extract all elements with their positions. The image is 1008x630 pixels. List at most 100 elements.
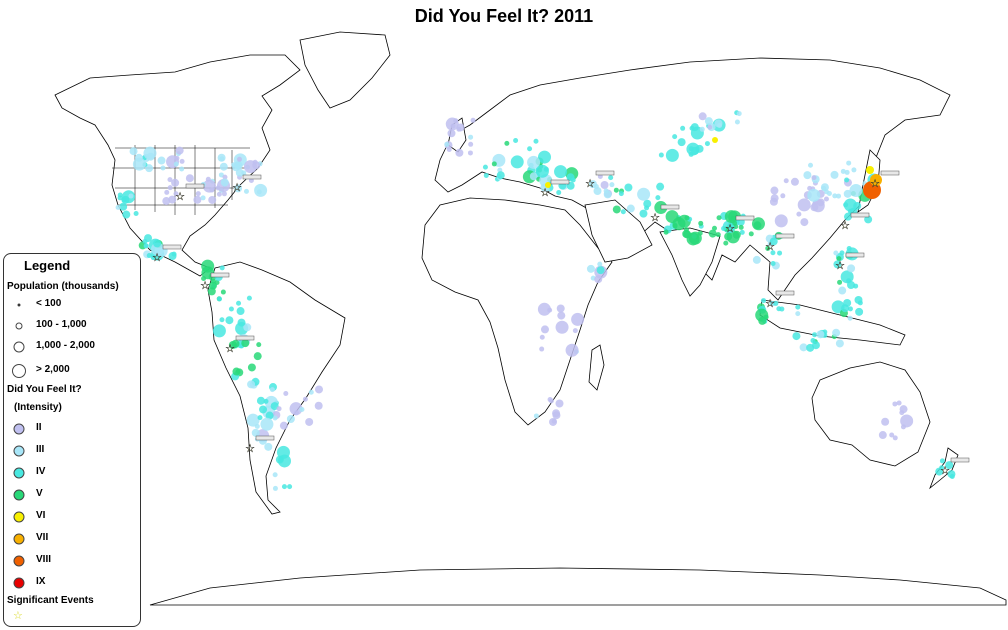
dyfi-response-dot [547,397,553,403]
dyfi-response-dot [153,239,162,248]
india-land [659,227,721,297]
event-label-box [850,212,870,218]
dyfi-response-dot [219,162,228,171]
dyfi-response-dot [236,300,242,306]
dyfi-response-dot [672,134,678,140]
dyfi-response-dot [496,171,505,180]
dyfi-response-dot [779,306,785,312]
dyfi-response-dot [878,431,887,440]
dyfi-response-dot [724,232,733,241]
event-label-box [775,290,795,296]
dyfi-response-dot [680,125,686,131]
star-icon: ☆ [870,177,880,190]
dyfi-response-dot [552,411,561,420]
dyfi-response-dot [939,458,945,464]
dyfi-response-dot [260,417,274,431]
dyfi-response-dot [639,209,648,218]
star-icon: ☆ [840,219,850,232]
dyfi-response-dot [468,141,474,147]
intensity-label: IV [36,466,46,477]
dyfi-response-dot [201,266,215,280]
dyfi-response-dot [812,332,818,338]
dyfi-response-dot [697,230,703,236]
dyfi-response-dot [228,306,234,312]
dyfi-response-dot [715,232,721,238]
dyfi-response-dot [843,202,849,208]
dyfi-response-dot [783,178,789,184]
dyfi-response-dot [220,178,229,187]
dyfi-response-dot [816,330,825,339]
intensity-class-V: V [4,486,140,504]
dyfi-response-dot [835,339,844,348]
dyfi-response-dot [665,148,679,162]
madagascar-land [588,344,605,391]
dyfi-response-dot [117,192,123,198]
star-icon: ☆ [940,464,950,477]
dyfi-response-dot [658,152,664,158]
dyfi-response-dot [588,180,597,189]
dyfi-response-dot [655,195,661,201]
dyfi-response-dot [308,389,314,395]
indonesia-land [759,299,906,346]
dyfi-response-dot [208,195,217,204]
dyfi-response-dot [748,231,754,237]
dyfi-response-dot [849,183,863,197]
dyfi-response-dot [527,155,541,169]
dyfi-response-dot [844,212,853,221]
dyfi-response-dot [620,209,626,215]
dyfi-response-dot [527,146,533,152]
star-icon: ☆ [585,177,595,190]
dyfi-response-dot [167,177,173,183]
dyfi-response-dot [571,312,585,326]
intensity-class-VII: VII [4,530,140,548]
dyfi-response-dot [803,171,812,180]
dyfi-response-dot [729,224,735,230]
dyfi-response-dot [838,286,847,295]
dyfi-response-dot [684,215,690,221]
dyfi-response-dot [447,129,456,138]
star-icon: ☆ [540,186,550,199]
dyfi-response-dot [450,123,456,129]
dyfi-response-dot [253,352,262,361]
australia-land [811,361,931,467]
dyfi-response-dot [823,196,829,202]
dyfi-response-dot [795,304,801,310]
dyfi-response-dot [272,472,278,478]
dyfi-response-dot [545,182,551,188]
dyfi-response-dot [704,141,710,147]
dyfi-response-dot [276,445,290,459]
dyfi-response-dot [535,164,549,178]
dyfi-response-dot [241,170,247,176]
dyfi-response-dot [164,189,170,195]
dyfi-response-dot [723,240,729,246]
dyfi-response-dot [935,467,944,476]
dyfi-response-dot [299,406,305,412]
star-icon: ☆ [765,240,775,253]
event-label-box [735,215,755,221]
dyfi-response-dot [844,169,850,175]
dyfi-response-dot [830,170,839,179]
dyfi-response-dot [146,152,155,161]
dyfi-response-dot [833,250,839,256]
dyfi-response-dot [734,119,740,125]
greenland-land [299,31,391,109]
event-label-box [660,204,680,210]
dyfi-response-dot [247,363,256,372]
event-label-box [185,183,205,189]
dyfi-response-dot [305,417,314,426]
dyfi-response-dot [846,160,852,166]
dyfi-response-dot [256,342,262,348]
dyfi-response-dot [162,197,171,206]
dyfi-response-dot [214,280,220,286]
dyfi-response-dot [314,385,323,394]
arabia-land [584,199,653,263]
dyfi-response-dot [586,264,595,273]
dyfi-response-dot [216,191,222,197]
dyfi-response-dot [792,332,801,341]
dyfi-response-dot [236,307,245,316]
population-class-label: 1,000 - 2,000 [36,340,95,351]
dyfi-response-dot [626,204,635,213]
star-icon: ☆ [200,279,210,292]
dyfi-response-dot [246,413,260,427]
star-icon: ☆ [13,610,23,622]
